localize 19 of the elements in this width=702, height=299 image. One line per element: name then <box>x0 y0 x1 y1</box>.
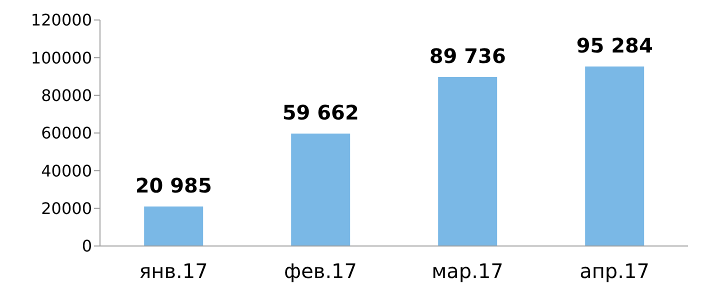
x-tick-label: фев.17 <box>284 259 357 284</box>
data-label: 59 662 <box>282 100 359 125</box>
x-tick-label: янв.17 <box>139 259 208 284</box>
y-tick-label: 0 <box>82 236 92 256</box>
bar <box>144 206 204 246</box>
bar <box>585 66 644 246</box>
x-tick-label: апр.17 <box>580 259 650 284</box>
y-tick-label: 40000 <box>41 161 92 180</box>
data-label: 89 736 <box>429 44 506 68</box>
y-tick-label: 80000 <box>41 86 92 106</box>
bar <box>291 134 350 246</box>
data-label: 95 284 <box>576 34 653 58</box>
y-tick-label: 20000 <box>41 199 92 218</box>
data-label: 20 985 <box>135 173 212 198</box>
bar <box>438 76 498 246</box>
x-tick-label: мар.17 <box>432 259 504 284</box>
y-tick-label: 120000 <box>30 10 92 30</box>
y-tick-label: 60000 <box>41 124 92 143</box>
y-tick-label: 100000 <box>30 48 92 68</box>
